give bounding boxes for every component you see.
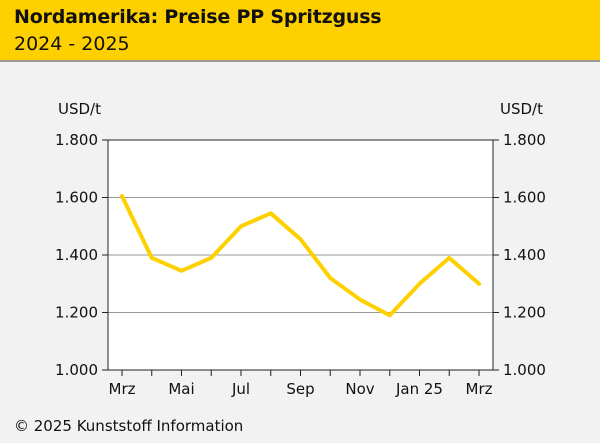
y-axis-unit-right: USD/t	[500, 100, 543, 118]
x-tick-label: Jul	[231, 380, 250, 398]
y-tick-label-right: 1.400	[503, 246, 546, 264]
y-tick-label-right: 1.800	[503, 131, 546, 149]
y-tick-label-left: 1.600	[55, 189, 98, 207]
x-tick-label: Mrz	[109, 380, 136, 398]
y-tick-label-left: 1.000	[55, 361, 98, 379]
y-axis-unit-left: USD/t	[58, 100, 101, 118]
x-tick-label: Mai	[168, 380, 194, 398]
y-tick-label-right: 1.600	[503, 189, 546, 207]
x-tick-label: Jan 25	[395, 380, 443, 398]
y-tick-label-left: 1.400	[55, 246, 98, 264]
copyright-footer: © 2025 Kunststoff Information	[14, 417, 244, 435]
header-bar: Nordamerika: Preise PP Spritzguss 2024 -…	[0, 0, 600, 62]
x-tick-label: Nov	[345, 380, 374, 398]
y-tick-label-left: 1.800	[55, 131, 98, 149]
chart-title: Nordamerika: Preise PP Spritzguss	[14, 6, 382, 28]
y-tick-label-right: 1.000	[503, 361, 546, 379]
y-tick-label-left: 1.200	[55, 304, 98, 322]
chart-subtitle: 2024 - 2025	[14, 33, 130, 55]
x-tick-label: Sep	[286, 380, 314, 398]
y-tick-label-right: 1.200	[503, 304, 546, 322]
x-tick-label: Mrz	[466, 380, 493, 398]
